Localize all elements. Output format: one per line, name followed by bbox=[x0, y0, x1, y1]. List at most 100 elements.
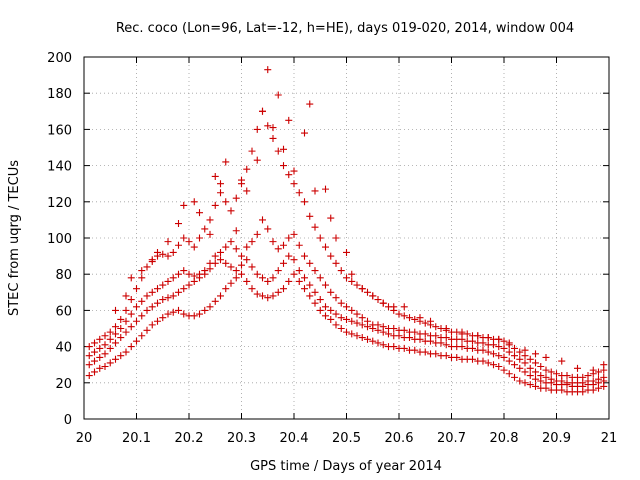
x-tick-label: 20.7 bbox=[437, 431, 466, 446]
data-point bbox=[469, 355, 476, 363]
data-point bbox=[180, 267, 188, 275]
data-point bbox=[117, 325, 125, 332]
data-point bbox=[526, 381, 534, 389]
data-point bbox=[91, 339, 98, 347]
data-point bbox=[122, 317, 130, 325]
data-point bbox=[526, 355, 534, 363]
data-point bbox=[306, 100, 314, 108]
data-point bbox=[217, 180, 224, 188]
data-point bbox=[154, 248, 161, 256]
data-point bbox=[322, 281, 329, 289]
data-point bbox=[96, 353, 104, 361]
data-point bbox=[374, 321, 382, 329]
data-point bbox=[264, 66, 272, 74]
data-point bbox=[269, 274, 277, 282]
data-point bbox=[442, 325, 450, 332]
data-point bbox=[327, 252, 335, 260]
data-point bbox=[227, 263, 235, 271]
data-point bbox=[248, 285, 256, 293]
x-tick-label: 20.1 bbox=[122, 431, 151, 446]
data-point bbox=[127, 310, 135, 318]
data-point bbox=[579, 373, 587, 381]
data-point bbox=[96, 364, 104, 372]
data-point bbox=[280, 285, 287, 293]
data-point bbox=[269, 124, 277, 132]
data-point bbox=[358, 321, 366, 329]
data-point bbox=[175, 288, 182, 296]
data-point bbox=[269, 292, 277, 300]
data-point bbox=[227, 238, 235, 246]
data-point bbox=[474, 332, 482, 340]
data-point bbox=[164, 310, 172, 318]
data-point bbox=[96, 344, 104, 352]
data-point bbox=[332, 234, 340, 242]
data-point bbox=[374, 296, 382, 304]
y-tick-label: 100 bbox=[47, 232, 72, 247]
data-point bbox=[259, 216, 266, 224]
x-tick-label: 20.6 bbox=[385, 431, 414, 446]
data-point bbox=[348, 317, 356, 325]
data-point bbox=[253, 230, 261, 238]
data-point bbox=[532, 350, 539, 358]
data-point bbox=[211, 201, 219, 209]
data-point bbox=[379, 341, 387, 349]
data-point bbox=[432, 332, 440, 340]
data-point bbox=[526, 372, 534, 380]
data-point bbox=[421, 319, 429, 327]
data-point bbox=[500, 344, 508, 352]
x-tick-label: 20.5 bbox=[332, 431, 361, 446]
y-tick-label: 200 bbox=[47, 51, 72, 66]
data-point bbox=[353, 281, 361, 289]
data-point bbox=[280, 259, 287, 267]
data-point bbox=[358, 334, 366, 342]
data-point bbox=[206, 303, 214, 311]
data-point bbox=[222, 285, 230, 293]
data-point bbox=[148, 258, 156, 266]
data-point bbox=[521, 368, 529, 376]
data-point bbox=[516, 377, 524, 385]
data-point bbox=[180, 310, 188, 318]
y-tick-label: 80 bbox=[55, 268, 72, 283]
data-point bbox=[274, 91, 282, 99]
data-point bbox=[311, 288, 319, 296]
data-point bbox=[595, 368, 602, 376]
data-point bbox=[532, 359, 539, 367]
data-point bbox=[185, 270, 193, 278]
data-point bbox=[112, 306, 119, 314]
data-point bbox=[511, 352, 518, 360]
data-point bbox=[521, 359, 529, 367]
data-point bbox=[264, 122, 272, 130]
data-point bbox=[196, 234, 203, 242]
data-point bbox=[127, 296, 135, 304]
data-point bbox=[458, 328, 466, 336]
data-point bbox=[463, 330, 471, 338]
y-axis-label: STEC from uqrg / TECUs bbox=[7, 160, 22, 316]
data-point bbox=[301, 198, 308, 206]
data-point bbox=[269, 134, 277, 142]
data-point bbox=[243, 187, 251, 195]
data-point bbox=[101, 332, 109, 340]
data-point bbox=[112, 323, 119, 331]
data-point bbox=[285, 171, 293, 179]
data-point bbox=[563, 372, 571, 380]
data-point bbox=[238, 176, 245, 184]
data-point bbox=[411, 315, 419, 323]
data-point bbox=[369, 337, 377, 345]
data-point bbox=[343, 274, 350, 282]
data-point bbox=[238, 261, 245, 269]
data-point bbox=[316, 274, 324, 282]
data-point bbox=[222, 158, 230, 166]
data-point bbox=[259, 292, 266, 300]
data-point bbox=[122, 328, 130, 336]
data-point bbox=[348, 277, 356, 285]
data-point bbox=[495, 335, 503, 343]
y-tick-label: 20 bbox=[55, 377, 72, 392]
data-point bbox=[206, 259, 214, 267]
data-point bbox=[537, 372, 545, 380]
data-point bbox=[206, 230, 214, 238]
data-point bbox=[196, 310, 203, 318]
data-point bbox=[143, 326, 151, 334]
data-point bbox=[264, 277, 272, 285]
data-point bbox=[190, 312, 198, 320]
data-point bbox=[122, 292, 130, 300]
